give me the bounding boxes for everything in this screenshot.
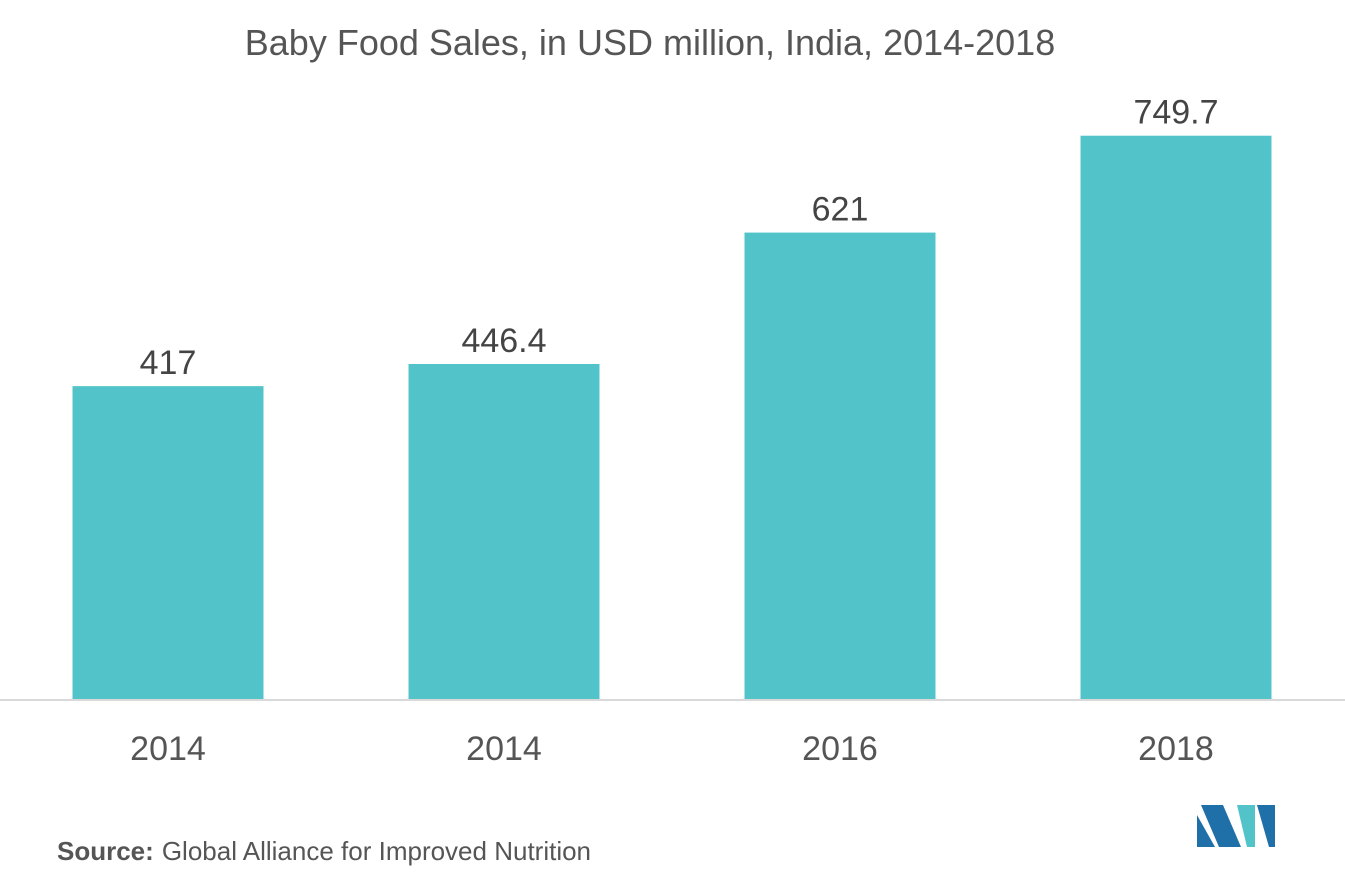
logo-right-shape <box>1237 805 1255 847</box>
mordor-logo-icon <box>1197 805 1275 847</box>
source-text: Global Alliance for Improved Nutrition <box>161 836 592 866</box>
x-tick-label-1: 2014 <box>466 730 542 768</box>
logo-left-shape <box>1197 815 1215 847</box>
source-label: Source: <box>57 836 154 866</box>
logo-right-shape-2 <box>1257 805 1275 847</box>
tick-labels-layer: 2014 2014 2016 2018 <box>130 730 1214 768</box>
bar-value-label-3: 749.7 <box>1133 94 1218 132</box>
bar-value-label-2: 621 <box>812 191 869 229</box>
bar-1 <box>408 364 600 700</box>
bar-3 <box>1080 135 1272 701</box>
x-tick-label-2: 2016 <box>802 730 878 768</box>
chart-title: Baby Food Sales, in USD million, India, … <box>244 22 1056 63</box>
logo-mid-shape <box>1201 805 1241 847</box>
bars-layer <box>72 135 1272 701</box>
bar-chart: 417 446.4 621 749.7 2014 2014 2016 2018 <box>0 94 1345 768</box>
bar-value-label-1: 446.4 <box>461 322 546 360</box>
bar-0 <box>72 386 264 700</box>
x-tick-label-0: 2014 <box>130 730 206 768</box>
source-note: Source: Global Alliance for Improved Nutr… <box>57 836 591 867</box>
value-labels-layer: 417 446.4 621 749.7 <box>140 94 1219 382</box>
bar-2 <box>744 232 936 701</box>
x-tick-label-3: 2018 <box>1138 730 1214 768</box>
bar-value-label-0: 417 <box>140 344 197 382</box>
